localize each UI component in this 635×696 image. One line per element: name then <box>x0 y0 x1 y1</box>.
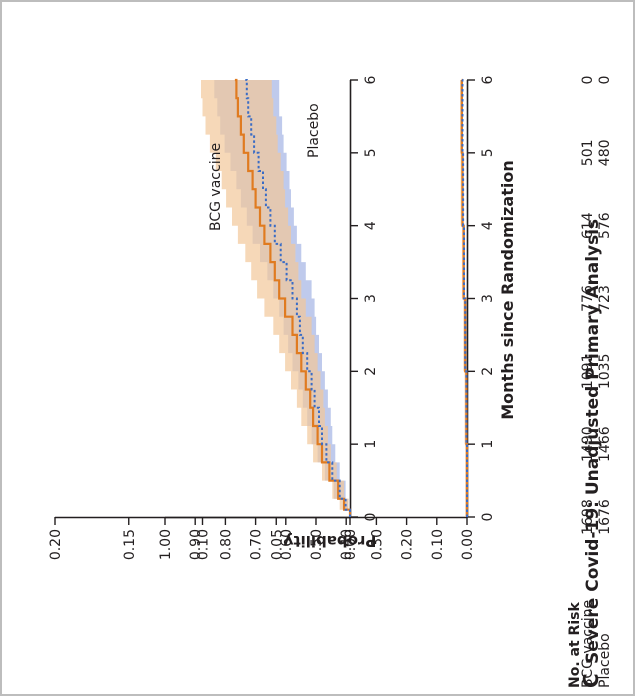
y-tick-label: 0.00 <box>460 529 476 560</box>
y-tick-label: 0.20 <box>400 529 416 560</box>
x-tick-label: 1 <box>480 440 496 449</box>
inset-y-tick-label: 0.05 <box>269 529 285 560</box>
y-tick-label: 0.40 <box>339 529 355 560</box>
inset-y-tick-label: 0.10 <box>196 529 212 560</box>
panel-letter: C <box>579 673 603 688</box>
inset-x-tick-label: 2 <box>363 367 379 376</box>
risk-count: 576 <box>597 212 613 239</box>
panel-title: Severe Covid-19: Unadjusted Primary Anal… <box>583 219 603 664</box>
x-axis-label: Months since Randomization <box>498 160 517 419</box>
main-plot: 0.00 0.10 0.20 0.30 0.40 0.50 0.60 0.70 0.80 0.90… <box>158 75 496 560</box>
risk-count: 0 <box>597 76 613 85</box>
y-tick-label: 0.70 <box>249 529 265 560</box>
risk-count: 776 <box>580 285 596 312</box>
rotated-figure: C Severe Covid-19: Unadjusted Primary An… <box>48 75 613 688</box>
inset-x-tick-label: 6 <box>363 75 379 84</box>
bcg-series-line <box>234 78 352 517</box>
x-tick-label: 4 <box>480 221 496 230</box>
risk-count: 480 <box>597 139 613 166</box>
inset-y-tick-label: 0.15 <box>122 529 138 560</box>
x-tick-label: 2 <box>480 367 496 376</box>
x-tick-label: 5 <box>480 148 496 157</box>
y-tick-label: 0.80 <box>218 529 234 560</box>
inset-y-tick-label: 0.20 <box>48 529 64 560</box>
y-tick-label: 0.90 <box>188 529 204 560</box>
risk-row-label: BCG vaccine <box>580 600 596 688</box>
inset-x-tick-label: 1 <box>363 440 379 449</box>
risk-count: 1091 <box>580 354 596 390</box>
x-tick-label: 3 <box>480 294 496 303</box>
inset-x-tick-label: 3 <box>363 294 379 303</box>
inset-x-tick-label: 0 <box>363 513 379 522</box>
risk-count: 501 <box>580 139 596 166</box>
risk-count: 1490 <box>580 426 596 462</box>
bcg-series-label: BCG vaccine <box>208 143 224 231</box>
inset-x-tick-label: 5 <box>363 148 379 157</box>
inset-plot: 0.00 0.05 0.10 0.15 0.20 0 1 2 3 4 5 6 BCG vaccine Pl… <box>48 75 379 560</box>
risk-count: 0 <box>580 76 596 85</box>
y-tick-label: 0.10 <box>430 529 446 560</box>
risk-count: 1466 <box>597 426 613 462</box>
y-tick-label: 1.00 <box>158 529 174 560</box>
risk-count: 614 <box>580 212 596 239</box>
placebo-series-label: Placebo <box>306 103 322 158</box>
x-tick-label: 0 <box>480 513 496 522</box>
y-tick-label: 0.50 <box>309 529 325 560</box>
y-tick-label: 0.60 <box>279 529 295 560</box>
risk-row-label: Placebo <box>597 633 613 688</box>
y-tick-label: 0.30 <box>369 529 385 560</box>
risk-count: 723 <box>597 285 613 312</box>
y-axis-label: Probability <box>283 532 376 550</box>
x-tick-label: 6 <box>480 75 496 84</box>
inset-x-tick-label: 4 <box>363 221 379 230</box>
inset-y-tick-label: 0.00 <box>343 529 359 560</box>
risk-count: 1698 <box>580 499 596 535</box>
placebo-series-line <box>461 79 468 517</box>
placebo-series-line <box>245 79 351 517</box>
risk-count: 1035 <box>597 354 613 390</box>
risk-count: 1676 <box>597 499 613 535</box>
risk-table-heading: No. at Risk <box>567 602 583 688</box>
